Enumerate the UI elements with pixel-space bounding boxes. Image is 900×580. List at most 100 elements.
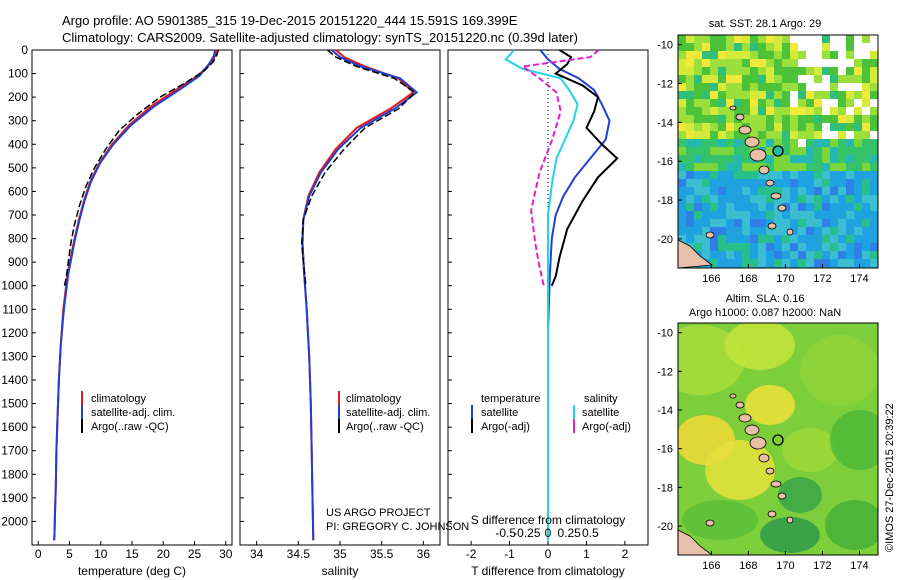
sst-cell (758, 51, 766, 59)
sst-cell (814, 171, 822, 179)
sst-cell (734, 99, 742, 107)
sst-cell (702, 139, 710, 147)
sst-cell (686, 115, 694, 123)
sst-cell (718, 203, 726, 211)
sst-cell (790, 219, 798, 227)
series-line-salinity-satellite (504, 49, 579, 541)
sst-cell (798, 35, 806, 43)
sst-cell (710, 59, 718, 67)
sst-cell (726, 107, 734, 115)
sst-cell (766, 187, 774, 195)
sst-cell (782, 107, 790, 115)
sst-cell (862, 131, 870, 139)
sst-cell (726, 67, 734, 75)
project-credit: US ARGO PROJECT (326, 507, 431, 519)
sst-cell (846, 75, 854, 83)
sst-cell (734, 227, 742, 235)
sst-cell (822, 195, 830, 203)
sst-cell (694, 115, 702, 123)
sst-cell (686, 123, 694, 131)
sst-cell (694, 243, 702, 251)
sst-cell (846, 91, 854, 99)
sst-cell (838, 227, 846, 235)
sst-cell (702, 235, 710, 243)
sst-cell (774, 123, 782, 131)
sst-cell (734, 179, 742, 187)
sst-cell (870, 59, 878, 67)
sst-cell (854, 107, 862, 115)
depth-axis: 0 100 200 300 400 500 600 700 800 900 1000 1100 1200… (1, 43, 452, 528)
sst-cell (702, 35, 710, 43)
sst-cell (718, 195, 726, 203)
sst-cell (814, 163, 822, 171)
sst-cell (862, 99, 870, 107)
sst-cell (814, 51, 822, 59)
sst-cell (822, 259, 830, 267)
sst-cell (870, 147, 878, 155)
sst-cell (718, 235, 726, 243)
sst-cell (726, 35, 734, 43)
sst-cell (750, 163, 758, 171)
sst-cell (766, 227, 774, 235)
sst-cell (846, 163, 854, 171)
island (786, 228, 794, 236)
sst-cell (782, 67, 790, 75)
series-line-argo-raw-qc- (300, 49, 417, 286)
sst-cell (870, 187, 878, 195)
sst-cell (870, 211, 878, 219)
sst-cell (862, 235, 870, 243)
sst-cell (870, 195, 878, 203)
sst-cell (782, 35, 790, 43)
sst-cell (758, 187, 766, 195)
sst-cell (726, 251, 734, 259)
sst-cell (846, 211, 854, 219)
sst-cell (798, 59, 806, 67)
sst-cell (710, 75, 718, 83)
sst-cell (790, 43, 798, 51)
sst-cell (846, 155, 854, 163)
sst-cell (734, 163, 742, 171)
x-tick-label: 5 (66, 547, 73, 561)
sst-cell (806, 187, 814, 195)
sst-map-title: sat. SST: 28.1 Argo: 29 (709, 18, 822, 30)
sst-cell (766, 163, 774, 171)
sst-cell (782, 195, 790, 203)
sst-cell (846, 195, 854, 203)
sst-cell (846, 67, 854, 75)
sst-cell (774, 211, 782, 219)
depth-tick-label: 0 (21, 43, 28, 57)
sst-cell (870, 75, 878, 83)
sst-cell (838, 171, 846, 179)
sst-cell (678, 147, 686, 155)
map-x-tick-label: 168 (739, 560, 757, 572)
sst-cell (750, 83, 758, 91)
sst-cell (742, 227, 750, 235)
sst-cell (838, 75, 846, 83)
depth-tick-label: 1700 (1, 444, 28, 458)
sst-cell (814, 179, 822, 187)
sst-cell (702, 163, 710, 171)
sst-cell (734, 35, 742, 43)
sst-cell (694, 91, 702, 99)
x-tick-label: -1 (504, 547, 515, 561)
sst-cell (774, 155, 782, 163)
sst-cell (838, 243, 846, 251)
sst-cell (822, 123, 830, 131)
sst-cell (806, 259, 814, 267)
sst-cell (838, 179, 846, 187)
sst-cell (862, 171, 870, 179)
sst-cell (718, 259, 726, 267)
sst-cell (694, 187, 702, 195)
depth-tick-label: 500 (8, 161, 28, 175)
sst-cell (822, 235, 830, 243)
sst-cell (774, 171, 782, 179)
sst-cell (782, 243, 790, 251)
sst-cell (790, 259, 798, 267)
sst-cell (870, 203, 878, 211)
sst-cell (726, 187, 734, 195)
sst-cell (814, 91, 822, 99)
sst-cell (766, 259, 774, 267)
sst-cell (742, 131, 750, 139)
sst-cell (862, 163, 870, 171)
sst-cell (854, 131, 862, 139)
